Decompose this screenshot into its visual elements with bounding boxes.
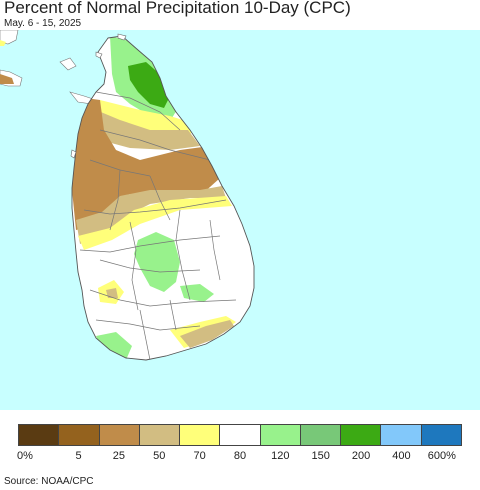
legend-swatch (300, 425, 342, 445)
zone-tan-north (96, 110, 200, 150)
zone-green-center (134, 232, 180, 292)
legend-label: 200 (351, 450, 371, 462)
legend-label: 25 (112, 450, 126, 462)
zone-tan-sw (106, 288, 118, 298)
legend-label: 400 (392, 450, 411, 462)
legend-label: 5 (75, 450, 82, 462)
legend-swatch (220, 425, 261, 445)
legend-label: 600% (427, 450, 456, 462)
zone-brown-west (72, 96, 220, 230)
legend-swatch (341, 425, 382, 445)
map-title: Percent of Normal Precipitation 10-Day (… (4, 0, 351, 17)
legend-swatch (381, 425, 422, 445)
district-boundaries (79, 91, 237, 360)
precipitation-map (0, 30, 480, 410)
legend-label: 50 (153, 450, 166, 462)
zone-yellow-belt (78, 196, 232, 250)
legend-label: 120 (271, 450, 290, 462)
legend-swatch (260, 425, 301, 445)
precip-zones (72, 36, 236, 360)
zone-green-east (180, 284, 214, 302)
legend-swatch (99, 425, 140, 445)
legend-label: 150 (311, 450, 330, 462)
legend-label: 0% (17, 450, 33, 462)
legend-label: 80 (233, 450, 247, 462)
legend-swatch (139, 425, 181, 445)
legend-swatch (180, 425, 221, 445)
zone-tan-se (180, 320, 234, 348)
zone-dark-green (128, 62, 170, 108)
date-range: May. 6 - 15, 2025 (4, 18, 82, 29)
legend-swatch (421, 425, 461, 445)
islands (70, 33, 127, 159)
legend-swatch (59, 425, 100, 445)
source-credit: Source: NOAA/CPC (4, 476, 94, 487)
color-legend (18, 424, 462, 446)
legend-labels: 0% 5 25 50 70 80 120 150 200 400 600% (0, 450, 480, 464)
legend-label: 70 (193, 450, 206, 462)
legend-swatch (19, 425, 60, 445)
